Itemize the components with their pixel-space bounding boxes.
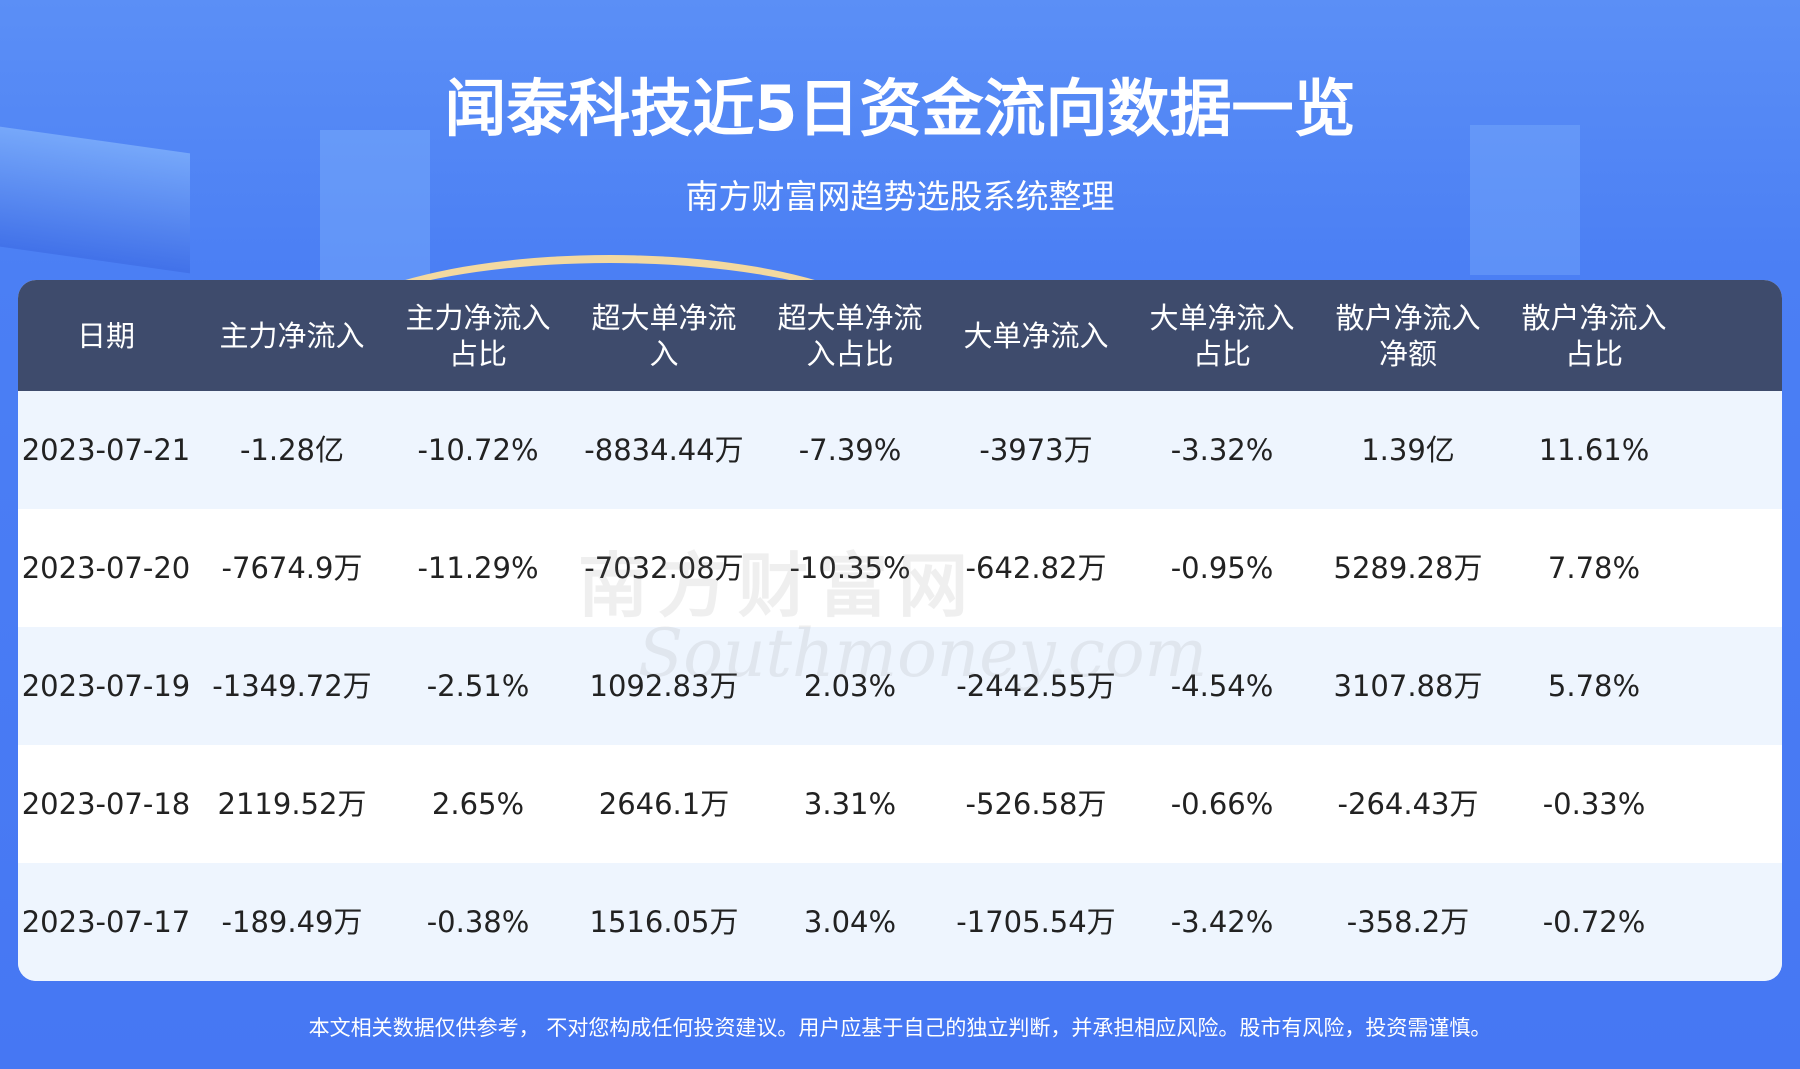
column-header: 散户净流入 占比: [1521, 300, 1667, 371]
table-cell: 5289.28万: [1333, 551, 1483, 585]
table-cell: -4.54%: [1170, 669, 1274, 703]
table-cell: 3.04%: [803, 905, 897, 939]
column-header: 大单净流入 占比: [1149, 300, 1295, 371]
table-cell: 2119.52万: [217, 787, 367, 821]
column-header: 散户净流入 净额: [1335, 300, 1481, 371]
table-cell: 1092.83万: [589, 669, 739, 703]
page-title: 闻泰科技近5日资金流向数据一览: [444, 72, 1356, 145]
decoration: [320, 130, 430, 280]
table-cell: -10.72%: [417, 433, 539, 467]
table-cell: 11.61%: [1538, 433, 1650, 467]
table-cell: 5.78%: [1547, 669, 1641, 703]
table-cell: 2023-07-20: [21, 551, 191, 585]
table-cell: -642.82万: [965, 551, 1107, 585]
column-header: 超大单净流 入: [591, 300, 737, 371]
table-cell: -2442.55万: [956, 669, 1116, 703]
table-header: 日期 主力净流入 主力净流入 占比 超大单净流 入超大单净流 入占比 大单净流入 大单净流…: [18, 280, 1782, 391]
table-cell: -264.43万: [1337, 787, 1479, 821]
table-cell: -1.28亿: [239, 433, 345, 467]
table-cell: -11.29%: [417, 551, 539, 585]
data-table: 日期 主力净流入 主力净流入 占比 超大单净流 入超大单净流 入占比 大单净流入 大单净流…: [18, 280, 1782, 981]
table-cell: -1349.72万: [212, 669, 372, 703]
table-cell: 2023-07-18: [21, 787, 191, 821]
table-cell: -8834.44万: [584, 433, 744, 467]
decoration-arc: [300, 255, 920, 455]
table-cell: -1705.54万: [956, 905, 1116, 939]
table-cell: -0.33%: [1542, 787, 1646, 821]
column-header: 日期: [76, 318, 135, 353]
table-cell: -0.72%: [1542, 905, 1646, 939]
table-cell: -0.66%: [1170, 787, 1274, 821]
table-cell: -2.51%: [426, 669, 530, 703]
table-cell: -7.39%: [798, 433, 902, 467]
table-cell: 1516.05万: [589, 905, 739, 939]
table-cell: -7674.9万: [221, 551, 363, 585]
table-cell: 2023-07-19: [21, 669, 191, 703]
table-cell: -526.58万: [965, 787, 1107, 821]
table-row: 2023-07-21 -1.28亿 -10.72% -8834.44万 -7.39% -3…: [18, 391, 1782, 509]
table-cell: 7.78%: [1547, 551, 1641, 585]
table-cell: 2.03%: [803, 669, 897, 703]
disclaimer: 本文相关数据仅供参考， 不对您构成任何投资建议。用户应基于自己的独立判断，并承担…: [308, 1016, 1492, 1040]
table-row: 2023-07-17 -189.49万 -0.38% 1516.05万 3.04% -17…: [18, 863, 1782, 981]
table-cell: 2.65%: [431, 787, 525, 821]
table-cell: -3973万: [979, 433, 1093, 467]
table-cell: 2023-07-17: [21, 905, 191, 939]
table-cell: 3107.88万: [1333, 669, 1483, 703]
table-cell: 2023-07-21: [21, 433, 191, 467]
column-header: 大单净流入: [963, 318, 1109, 353]
table-row: 2023-07-18 2119.52万 2.65% 2646.1万 3.31% -526.…: [18, 745, 1782, 863]
table-cell: -189.49万: [221, 905, 363, 939]
table-cell: -358.2万: [1346, 905, 1470, 939]
table-cell: 3.31%: [803, 787, 897, 821]
page-subtitle: 南方财富网趋势选股系统整理: [685, 177, 1115, 216]
table-cell: -0.95%: [1170, 551, 1274, 585]
table-row: 2023-07-19 -1349.72万 -2.51% 1092.83万 2.03% -2…: [18, 627, 1782, 745]
table-cell: -10.35%: [789, 551, 911, 585]
column-header: 超大单净流 入占比: [777, 300, 923, 371]
table-cell: 2646.1万: [598, 787, 730, 821]
table-cell: -0.38%: [426, 905, 530, 939]
table-row: 2023-07-20 -7674.9万 -11.29% -7032.08万 -10.35…: [18, 509, 1782, 627]
column-header: 主力净流入 占比: [405, 300, 551, 371]
watermark-logo: 南方财富网: [578, 545, 978, 627]
table-cell: 1.39亿: [1361, 433, 1455, 467]
table-cell: -3.42%: [1170, 905, 1274, 939]
watermark-logo-en: Southmoney.com: [638, 615, 1208, 692]
decoration: [1470, 125, 1580, 275]
column-header: 主力净流入: [219, 318, 365, 353]
table-cell: -3.32%: [1170, 433, 1274, 467]
table-cell: -7032.08万: [584, 551, 744, 585]
